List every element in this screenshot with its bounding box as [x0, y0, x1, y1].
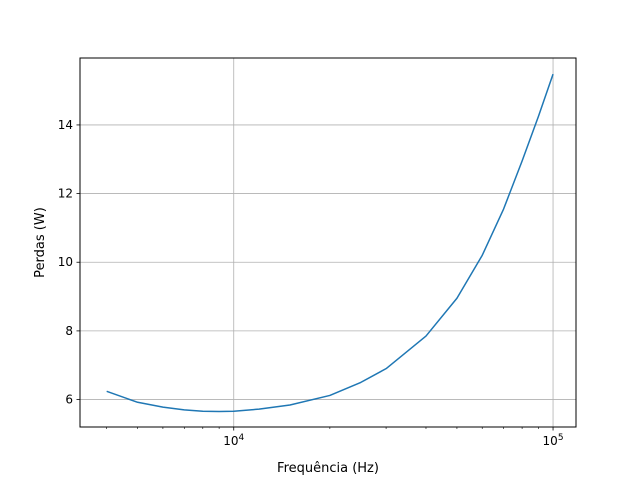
x-tick-label: 105 — [543, 433, 564, 448]
x-tick-label-base: 10 — [223, 434, 238, 448]
plot-area — [106, 73, 554, 413]
series-line — [106, 73, 554, 413]
grid — [80, 58, 576, 427]
y-tick-label: 6 — [65, 393, 73, 407]
x-axis-label: Frequência (Hz) — [277, 461, 379, 476]
x-tick-label: 104 — [223, 433, 244, 448]
x-tick-label-base: 10 — [543, 434, 558, 448]
x-tick-label-exponent: 4 — [239, 433, 245, 443]
x-tick-label-exponent: 5 — [558, 433, 564, 443]
y-ticks: 6 8 10 12 14 — [58, 118, 80, 407]
y-tick-label: 8 — [65, 324, 73, 338]
axes-frame — [79, 57, 577, 428]
y-tick-label: 12 — [58, 187, 73, 201]
y-tick-label: 10 — [58, 255, 73, 269]
x-ticks: 104 105 — [106, 427, 564, 448]
y-axis-label: Perdas (W) — [33, 207, 48, 278]
y-tick-label: 14 — [58, 118, 73, 132]
